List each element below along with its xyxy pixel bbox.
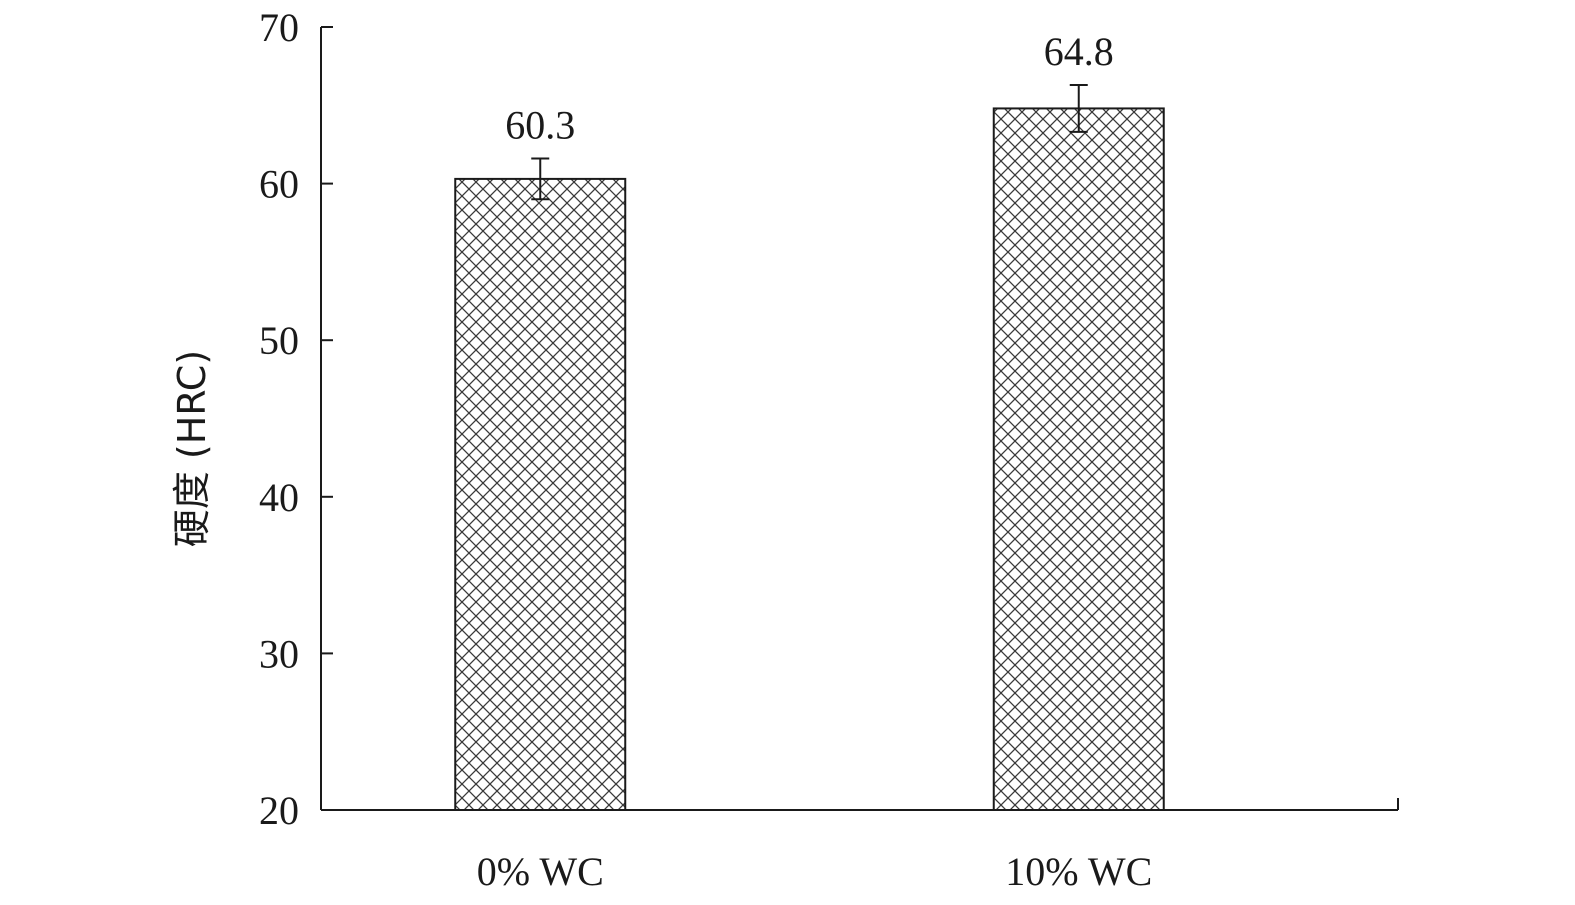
bar-value-label: 60.3	[505, 103, 575, 148]
x-category-label: 0% WC	[477, 849, 604, 894]
bar	[992, 107, 1165, 811]
y-tick-label: 50	[259, 318, 299, 363]
bar-value-label: 64.8	[1044, 29, 1114, 74]
bar	[454, 177, 627, 812]
y-tick-label: 20	[259, 788, 299, 833]
bars: 60.3 64.8	[454, 29, 1165, 812]
x-category-label: 10% WC	[1005, 849, 1152, 894]
x-axis-ticks: 0% WC 10% WC	[477, 849, 1153, 894]
y-tick-label: 70	[259, 5, 299, 50]
y-tick-label: 30	[259, 631, 299, 676]
y-axis-title: 硬度 (HRC)	[170, 350, 214, 547]
y-axis-ticks: 20 30 40 50 60 70	[259, 5, 333, 833]
y-tick-label: 40	[259, 475, 299, 520]
y-tick-label: 60	[259, 162, 299, 207]
